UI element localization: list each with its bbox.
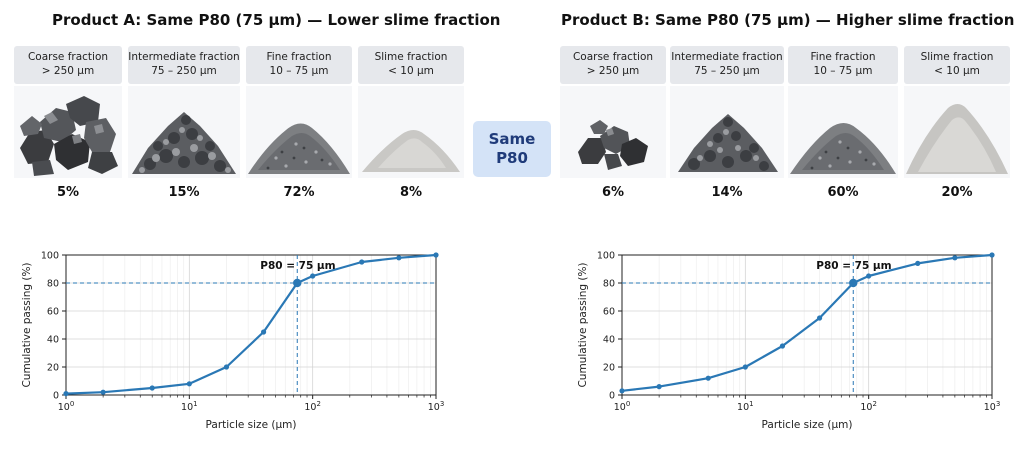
y-tick-label: 80	[47, 279, 59, 290]
fraction-range: < 10 µm	[388, 65, 434, 77]
data-point	[779, 343, 786, 349]
p80-point	[293, 278, 302, 288]
data-point	[396, 255, 402, 261]
coarse-rock-image	[14, 86, 122, 178]
product-a-intermediate-header: Intermediate fraction 75 – 250 µm	[128, 46, 240, 84]
y-tick-label: 60	[603, 307, 615, 318]
y-tick-label: 20	[47, 363, 59, 374]
y-tick-label: 60	[47, 307, 59, 318]
fraction-range: 10 – 75 µm	[813, 65, 873, 77]
fraction-name: Slime fraction	[920, 51, 994, 63]
data-point	[223, 364, 230, 370]
x-tick-label: 101	[181, 400, 198, 413]
fraction-name: Coarse fraction	[27, 51, 109, 63]
product-a-title: Product A: Same P80 (75 µm) — Lower slim…	[52, 11, 501, 29]
data-point	[915, 260, 921, 266]
x-tick-label: 101	[737, 400, 754, 413]
x-tick-label: 100	[58, 400, 75, 413]
product-a-slime-header: Slime fraction < 10 µm	[358, 46, 464, 84]
data-point	[705, 375, 711, 381]
y-tick-label: 40	[603, 335, 615, 346]
slime-powder-image	[358, 86, 464, 178]
product-b-title: Product B: Same P80 (75 µm) — Higher sli…	[561, 11, 1015, 29]
plot-frame	[65, 254, 437, 396]
fraction-range: > 250 µm	[41, 65, 95, 77]
product-a-fine-header: Fine fraction 10 – 75 µm	[246, 46, 352, 84]
data-point	[63, 391, 69, 397]
y-tick-label: 100	[41, 251, 59, 262]
fine-rock-image	[788, 86, 898, 178]
y-tick-label: 0	[609, 391, 615, 402]
coarse-rock-image	[560, 86, 666, 178]
data-point	[186, 381, 192, 387]
product-b-slime-header: Slime fraction < 10 µm	[904, 46, 1010, 84]
x-tick-label: 102	[860, 400, 877, 413]
y-tick-label: 40	[47, 335, 59, 346]
fraction-range: 75 – 250 µm	[694, 65, 760, 77]
x-tick-label: 102	[304, 400, 321, 413]
product-b-coarse-percent: 6%	[601, 185, 625, 200]
data-point	[742, 364, 748, 370]
y-axis-label: Cumulative passing (%)	[21, 262, 33, 387]
product-a-fine-percent: 72%	[283, 185, 315, 200]
data-point	[100, 389, 106, 395]
y-tick-label: 20	[603, 363, 615, 374]
fraction-range: < 10 µm	[934, 65, 980, 77]
fraction-name: Slime fraction	[374, 51, 448, 63]
intermediate-rock-image	[670, 86, 784, 178]
p80-annotation: P80 = 75 µm	[816, 260, 891, 272]
y-tick-label: 0	[53, 391, 59, 402]
data-point	[989, 252, 995, 258]
product-a-psd-chart: 0 20 40 60 80 100 100 101 102 103 Particle size (µ…	[21, 251, 445, 432]
fraction-range: 75 – 250 µm	[151, 65, 217, 77]
slime-powder-image	[904, 86, 1010, 178]
product-b-coarse-header: Coarse fraction > 250 µm	[560, 46, 666, 84]
fraction-name: Coarse fraction	[572, 51, 654, 63]
fraction-name: Fine fraction	[266, 51, 332, 63]
series-line	[621, 253, 993, 392]
series-line	[65, 253, 437, 395]
fraction-range: > 250 µm	[586, 65, 640, 77]
x-tick-label: 103	[428, 400, 445, 413]
y-axis-label: Cumulative passing (%)	[577, 262, 589, 387]
x-tick-label: 103	[984, 400, 1001, 413]
x-tick-label: 100	[614, 400, 631, 413]
product-b-psd-chart: 0 20 40 60 80 100 100 101 102 103 Particle size (µ…	[577, 251, 1001, 432]
data-point	[816, 315, 823, 321]
data-point	[310, 273, 316, 279]
badge-line1: Same	[488, 130, 536, 148]
data-point	[866, 273, 872, 279]
same-p80-badge: Same P80	[473, 121, 551, 177]
fine-rock-image	[246, 86, 352, 178]
product-b-intermediate-header: Intermediate fraction 75 – 250 µm	[670, 46, 784, 84]
data-point	[149, 385, 155, 391]
y-tick-label: 80	[603, 279, 615, 290]
data-point	[619, 388, 625, 394]
product-a-intermediate-percent: 15%	[168, 185, 200, 200]
data-point	[433, 252, 439, 258]
badge-line2: P80	[496, 149, 528, 167]
fraction-name: Fine fraction	[810, 51, 876, 63]
p80-annotation: P80 = 75 µm	[260, 260, 335, 272]
data-point	[260, 329, 267, 335]
product-b-intermediate-percent: 14%	[711, 185, 743, 200]
product-b-slime-percent: 20%	[941, 185, 973, 200]
p80-point	[849, 278, 858, 288]
intermediate-rock-image	[128, 86, 240, 178]
product-a-coarse-percent: 5%	[56, 185, 80, 200]
product-a-slime-percent: 8%	[399, 185, 423, 200]
fraction-range: 10 – 75 µm	[269, 65, 329, 77]
data-point	[359, 259, 365, 265]
product-a-coarse-header: Coarse fraction > 250 µm	[14, 46, 122, 84]
x-axis-label: Particle size (µm)	[206, 419, 297, 431]
data-point	[952, 255, 958, 261]
fraction-name: Intermediate fraction	[671, 51, 783, 63]
y-tick-label: 100	[597, 251, 615, 262]
plot-frame	[621, 254, 993, 396]
product-b-fine-percent: 60%	[827, 185, 859, 200]
product-b-fine-header: Fine fraction 10 – 75 µm	[788, 46, 898, 84]
data-point	[656, 384, 662, 390]
x-axis-label: Particle size (µm)	[762, 419, 853, 431]
fraction-name: Intermediate fraction	[128, 51, 240, 63]
